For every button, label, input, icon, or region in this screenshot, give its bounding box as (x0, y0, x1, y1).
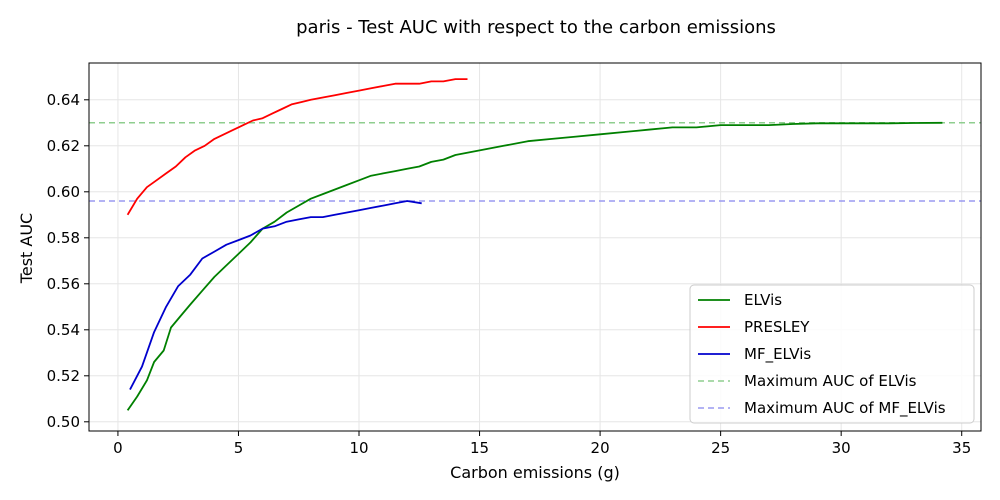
series-line (129, 200, 422, 391)
chart-title: paris - Test AUC with respect to the car… (296, 17, 776, 38)
y-tick-label: 0.64 (47, 91, 80, 109)
y-tick-label: 0.50 (47, 413, 80, 431)
x-tick-label: 5 (234, 439, 244, 457)
legend-entry-label: MF_ELVis (744, 345, 811, 364)
legend-entry-label: ELVis (744, 291, 782, 309)
x-tick-label: 25 (711, 439, 730, 457)
x-axis-ticks: 0 5 10 15 20 25 30 35 (113, 431, 971, 457)
series-line (126, 121, 943, 411)
y-axis-label: Test AUC (17, 213, 36, 284)
legend-entry-label: Maximum AUC of MF_ELVis (744, 399, 946, 418)
y-tick-label: 0.60 (47, 183, 80, 201)
x-tick-label: 35 (952, 439, 971, 457)
x-tick-label: 30 (832, 439, 851, 457)
legend-entry-label: Maximum AUC of ELVis (744, 372, 917, 390)
y-axis-ticks: 0.50 0.52 0.54 0.56 0.58 0.60 0.62 0.64 (47, 91, 89, 431)
y-tick-label: 0.52 (47, 367, 80, 385)
plot-area (88, 62, 982, 432)
legend-box (689, 284, 975, 424)
y-tick-label: 0.58 (47, 229, 80, 247)
series-line (126, 78, 468, 216)
legend: ELVis PRESLEY MF_ELVis Maximum AUC of ELVis… (689, 284, 975, 424)
x-axis-label: Carbon emissions (g) (450, 463, 620, 482)
y-tick-label: 0.62 (47, 137, 80, 155)
x-tick-label: 20 (591, 439, 610, 457)
x-tick-label: 15 (470, 439, 489, 457)
x-tick-label: 0 (113, 439, 123, 457)
x-tick-label: 10 (349, 439, 368, 457)
series-lines (126, 78, 943, 411)
y-tick-label: 0.54 (47, 321, 80, 339)
legend-entry-label: PRESLEY (744, 318, 810, 336)
plot-frame (88, 62, 982, 432)
y-tick-label: 0.56 (47, 275, 80, 293)
